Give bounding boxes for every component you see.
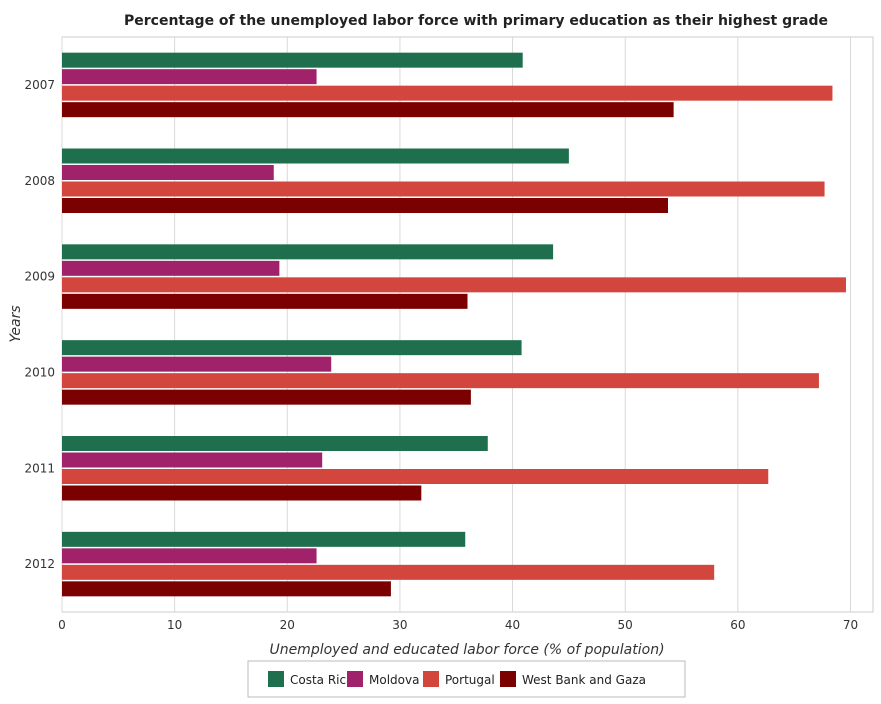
bar-costa-rica-2008 — [62, 148, 569, 164]
y-tick-label: 2011 — [24, 461, 55, 475]
legend-box — [247, 660, 686, 698]
bar-moldova-2007 — [62, 69, 317, 85]
bar-moldova-2011 — [62, 452, 323, 468]
legend-label: Portugal — [445, 673, 495, 687]
legend-swatch — [268, 671, 284, 687]
legend-swatch — [423, 671, 439, 687]
x-tick-label: 30 — [392, 618, 407, 632]
x-axis-label: Unemployed and educated labor force (% o… — [269, 642, 664, 658]
legend-label: West Bank and Gaza — [522, 673, 646, 687]
bar-costa-rica-2012 — [62, 531, 466, 547]
legend-swatch — [347, 671, 363, 687]
legend: Costa Rica Moldova Portugal West Bank and G… — [247, 660, 686, 698]
y-tick-label: 2007 — [24, 78, 55, 92]
x-tick-label: 60 — [730, 618, 745, 632]
x-tick-label: 70 — [843, 618, 858, 632]
x-tick-label: 40 — [505, 618, 520, 632]
x-tick-label: 20 — [280, 618, 295, 632]
bar-costa-rica-2007 — [62, 52, 523, 68]
plot-area — [61, 36, 874, 613]
bar-west-bank-and-gaza-2009 — [62, 293, 468, 309]
bar-costa-rica-2010 — [62, 340, 522, 356]
x-tick-label: 0 — [58, 618, 66, 632]
chart-title: Percentage of the unemployed labor force… — [124, 13, 828, 29]
bar-portugal-2009 — [62, 277, 846, 293]
y-tick-label: 2012 — [24, 557, 55, 571]
bar-portugal-2012 — [62, 564, 715, 580]
bar-west-bank-and-gaza-2008 — [62, 198, 668, 213]
legend-label: Costa Rica — [290, 673, 353, 687]
y-axis-label: Years — [8, 305, 24, 342]
bar-portugal-2010 — [62, 373, 819, 389]
x-tick-label: 50 — [618, 618, 633, 632]
bar-west-bank-and-gaza-2010 — [62, 389, 471, 405]
bar-west-bank-and-gaza-2007 — [62, 102, 674, 118]
x-tick-labels: 0 10 20 30 40 50 60 70 — [58, 618, 858, 632]
bar-costa-rica-2009 — [62, 244, 554, 260]
bar-portugal-2008 — [62, 181, 825, 197]
bars — [62, 52, 846, 597]
y-tick-label: 2008 — [24, 174, 55, 188]
bar-moldova-2012 — [62, 548, 317, 564]
bar-portugal-2007 — [62, 85, 833, 101]
bar-west-bank-and-gaza-2012 — [62, 581, 391, 597]
bar-moldova-2010 — [62, 356, 332, 372]
bar-portugal-2011 — [62, 469, 769, 484]
y-tick-label: 2010 — [24, 365, 55, 379]
bar-moldova-2008 — [62, 165, 274, 180]
x-tick-label: 10 — [167, 618, 182, 632]
gridlines — [61, 37, 851, 612]
bar-moldova-2009 — [62, 260, 280, 276]
y-tick-labels: 2007 2008 2009 2010 2011 2012 — [24, 78, 55, 571]
legend-label: Moldova — [369, 673, 419, 687]
bar-west-bank-and-gaza-2011 — [62, 485, 422, 501]
legend-swatch — [500, 671, 516, 687]
bar-costa-rica-2011 — [62, 436, 488, 451]
y-tick-label: 2009 — [24, 270, 55, 284]
